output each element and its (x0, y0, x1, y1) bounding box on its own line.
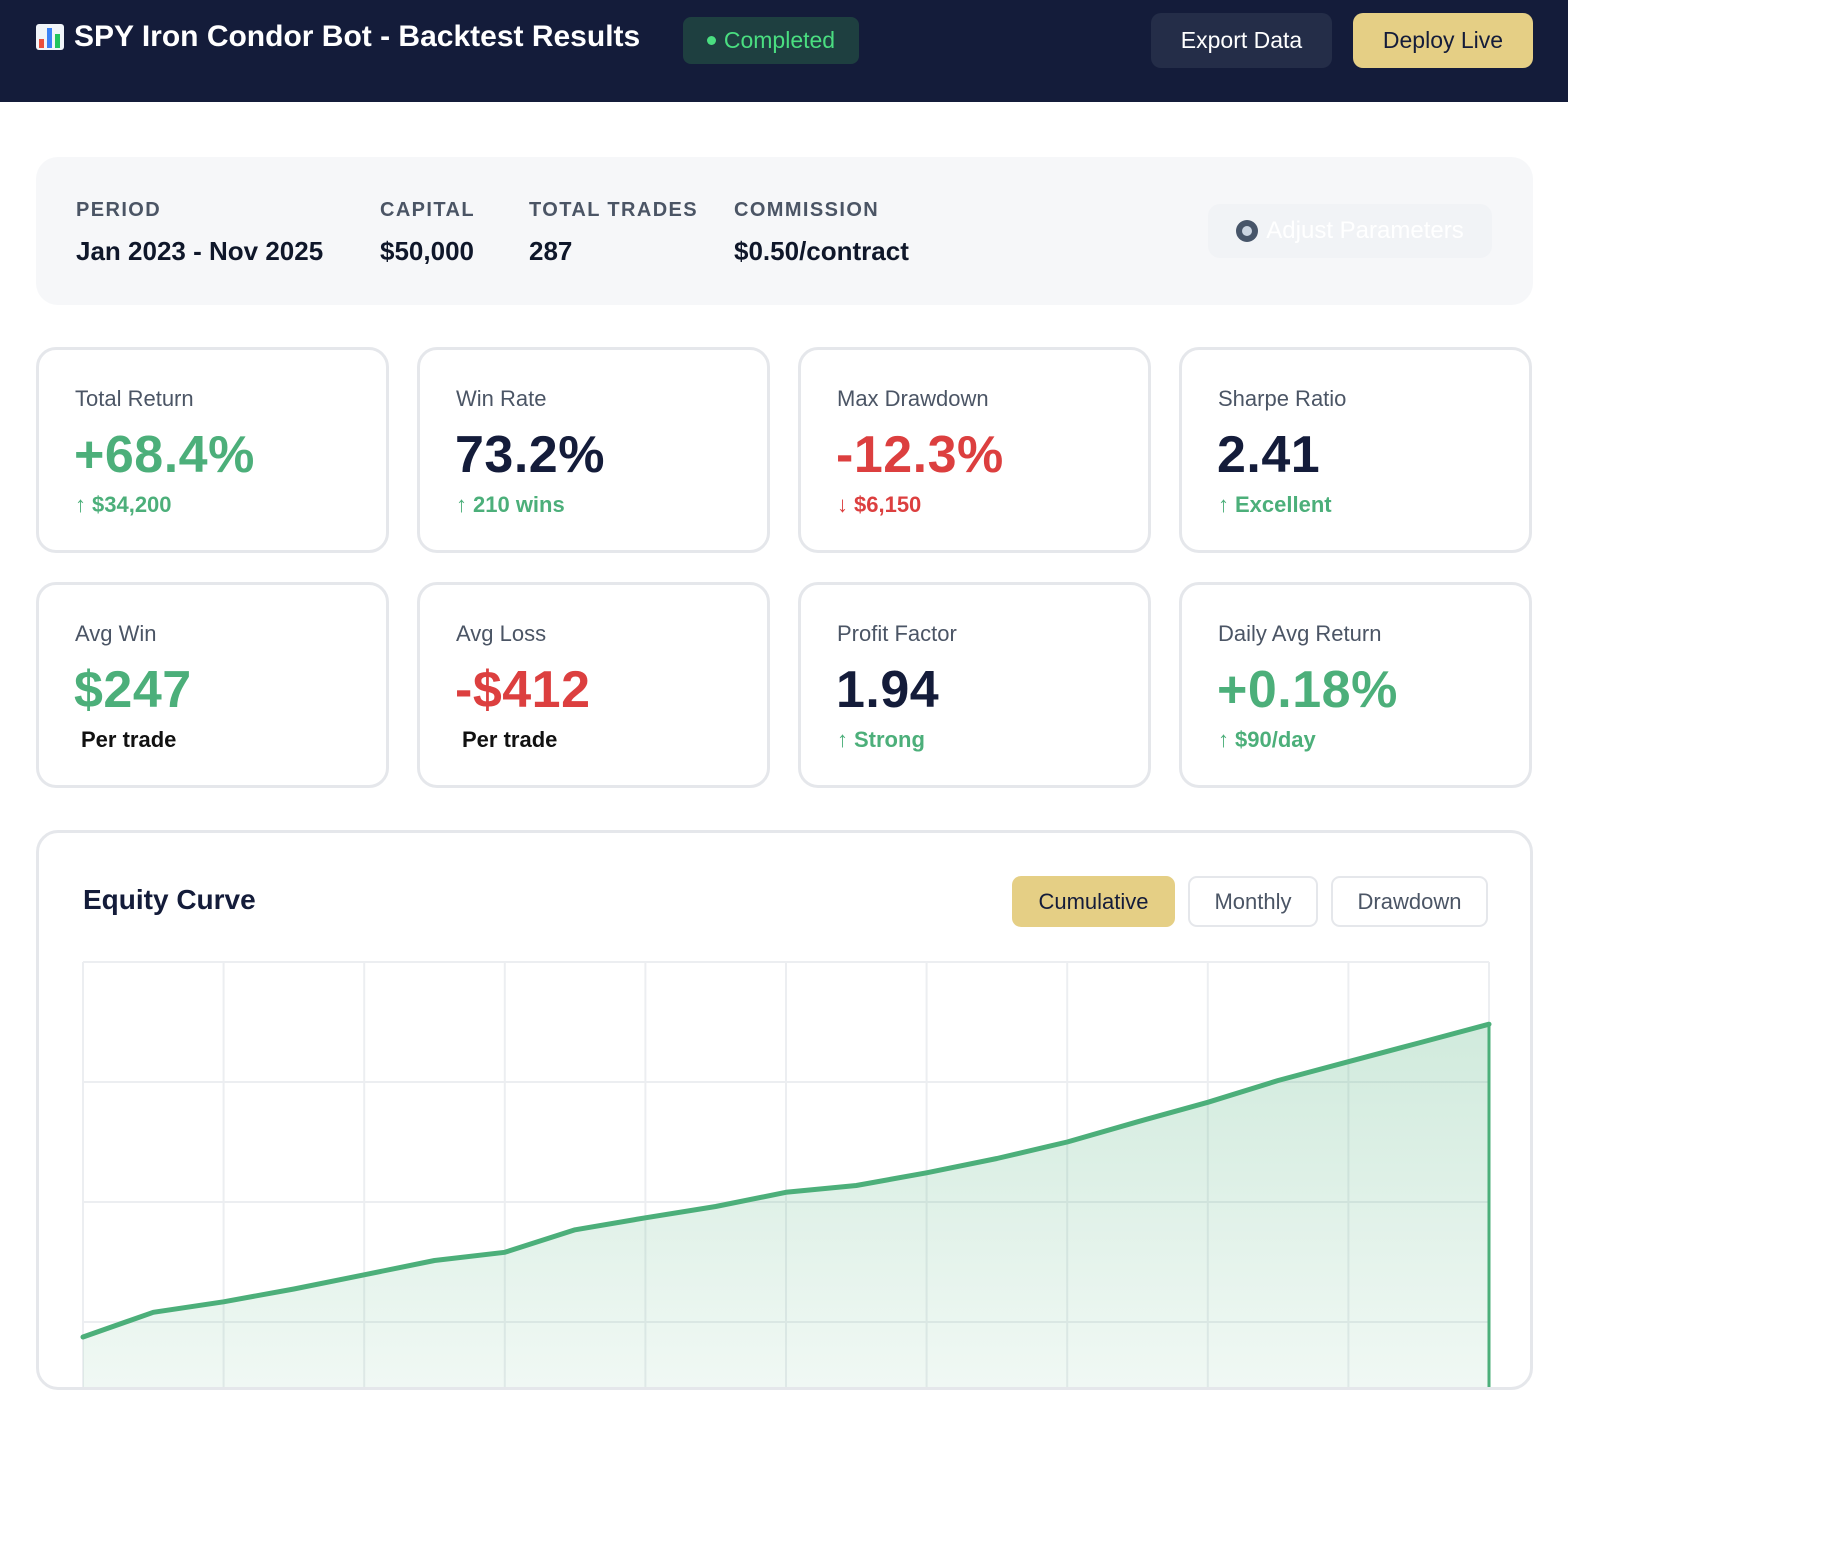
metric-sub: ↑ 210 wins (456, 492, 565, 518)
metric-value: 73.2% (455, 426, 605, 484)
arrow-up-icon: ↑ (456, 492, 467, 517)
metric-sub-text: 210 wins (473, 492, 565, 517)
metric-sub: ↑ $90/day (1218, 727, 1316, 753)
metric-card-daily-avg-return: Daily Avg Return +0.18% ↑ $90/day (1179, 582, 1532, 788)
metric-value: -12.3% (836, 426, 1004, 484)
metric-card-profit-factor: Profit Factor 1.94 ↑ Strong (798, 582, 1151, 788)
config-commission: COMMISSION $0.50/contract (734, 199, 909, 267)
metric-sub-text: $6,150 (854, 492, 922, 517)
commission-label: COMMISSION (734, 199, 880, 221)
adjust-parameters-button[interactable]: Adjust Parameters (1208, 204, 1492, 258)
tab-cumulative[interactable]: Cumulative (1012, 876, 1175, 927)
metric-value: +68.4% (74, 426, 255, 484)
arrow-up-icon: ↑ (1218, 492, 1229, 517)
capital-value: $50,000 (380, 236, 474, 266)
metric-card-avg-win: Avg Win $247 Per trade (36, 582, 389, 788)
metric-value: 1.94 (836, 661, 940, 719)
top-bar: SPY Iron Condor Bot - Backtest Results C… (0, 0, 1568, 102)
metric-label: Sharpe Ratio (1218, 386, 1347, 411)
app-title-text: SPY Iron Condor Bot - Backtest Results (74, 20, 641, 53)
config-capital: CAPITAL $50,000 (380, 199, 475, 267)
metric-value: 2.41 (1217, 426, 1321, 484)
arrow-down-icon: ↓ (837, 492, 848, 517)
metric-sub: Per trade (456, 727, 557, 753)
metric-sub-text: Excellent (1235, 492, 1332, 517)
total-trades-label: TOTAL TRADES (529, 199, 699, 221)
equity-curve-title: Equity Curve (83, 884, 256, 915)
equity-curve-panel: Equity Curve Cumulative Monthly Drawdown (36, 830, 1533, 1390)
metric-sub-text: Per trade (462, 727, 558, 752)
capital-label: CAPITAL (380, 199, 475, 221)
metric-label: Avg Win (75, 621, 157, 646)
tab-monthly[interactable]: Monthly (1188, 876, 1318, 927)
equity-line (80, 1021, 1492, 1340)
export-data-button[interactable]: Export Data (1151, 13, 1332, 68)
total-trades-value: 287 (529, 236, 573, 266)
metric-sub-text: Strong (854, 727, 925, 752)
app-title: SPY Iron Condor Bot - Backtest Results (36, 20, 640, 54)
arrow-up-icon: ↑ (1218, 727, 1229, 752)
metric-sub-text: Per trade (81, 727, 177, 752)
status-badge: Completed (683, 17, 859, 64)
metric-label: Profit Factor (837, 621, 957, 646)
metric-sub: ↑ Excellent (1218, 492, 1332, 518)
deploy-live-button[interactable]: Deploy Live (1353, 13, 1533, 68)
metric-label: Daily Avg Return (1218, 621, 1382, 646)
config-period: PERIOD Jan 2023 - Nov 2025 (76, 199, 323, 267)
period-value: Jan 2023 - Nov 2025 (76, 236, 324, 266)
metric-card-win-rate: Win Rate 73.2% ↑ 210 wins (417, 347, 770, 553)
status-text: Completed (723, 27, 836, 53)
metric-label: Total Return (75, 386, 194, 411)
adjust-parameters-label: Adjust Parameters (1266, 217, 1464, 244)
metric-value: +0.18% (1217, 661, 1398, 719)
metric-card-max-drawdown: Max Drawdown -12.3% ↓ $6,150 (798, 347, 1151, 553)
metric-value: $247 (74, 661, 192, 719)
bar-chart-icon (36, 24, 64, 50)
metric-label: Max Drawdown (837, 386, 989, 411)
metric-label: Avg Loss (456, 621, 547, 646)
arrow-up-icon: ↑ (75, 492, 86, 517)
status-dot-icon (706, 36, 716, 45)
metric-sub: Per trade (75, 727, 176, 753)
metric-card-total-return: Total Return +68.4% ↑ $34,200 (36, 347, 389, 553)
equity-curve-chart (80, 961, 1492, 1387)
equity-area (83, 1024, 1489, 1387)
metric-card-sharpe-ratio: Sharpe Ratio 2.41 ↑ Excellent (1179, 347, 1532, 553)
metric-value: -$412 (455, 661, 591, 719)
period-label: PERIOD (76, 199, 162, 221)
metric-sub: ↑ Strong (837, 727, 925, 753)
commission-value: $0.50/contract (734, 236, 909, 266)
metric-sub-text: $90/day (1235, 727, 1316, 752)
metric-sub: ↓ $6,150 (837, 492, 921, 518)
arrow-up-icon: ↑ (837, 727, 848, 752)
tab-drawdown[interactable]: Drawdown (1331, 876, 1488, 927)
metric-label: Win Rate (456, 386, 547, 411)
metric-card-avg-loss: Avg Loss -$412 Per trade (417, 582, 770, 788)
config-total-trades: TOTAL TRADES 287 (529, 199, 698, 267)
metric-sub: ↑ $34,200 (75, 492, 172, 518)
gear-icon (1236, 220, 1259, 242)
metric-sub-text: $34,200 (92, 492, 172, 517)
